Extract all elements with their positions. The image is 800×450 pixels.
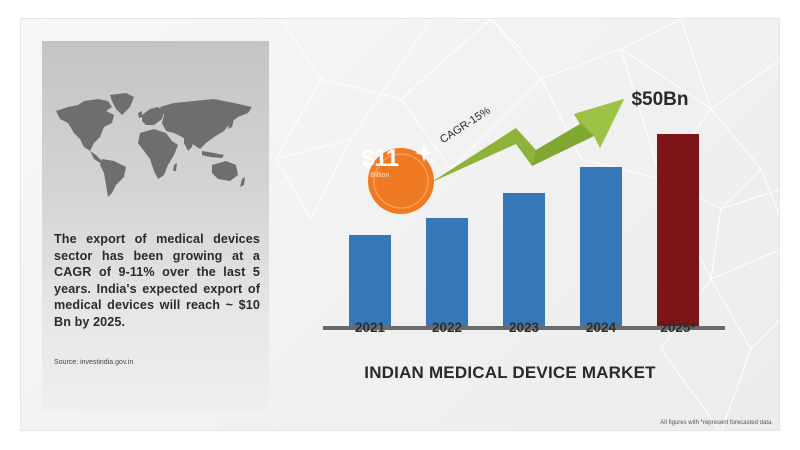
x-label-2023: 2023 (508, 320, 540, 335)
coin-unit: Billion (370, 172, 390, 179)
x-label-2022: 2022 (431, 320, 463, 335)
forecast-footnote: All figures with *represent forecasted d… (660, 420, 773, 426)
infographic-card: The export of medical devices sector has… (20, 18, 780, 431)
x-axis-baseline (323, 326, 725, 330)
x-label-2025: 2025* (660, 320, 696, 335)
coin-icon (368, 144, 435, 214)
source-citation: Source: investindia.gov.in (54, 359, 134, 366)
bar-2024 (580, 167, 622, 327)
bar-2025 (657, 134, 699, 327)
chart-title: INDIAN MEDICAL DEVICE MARKET (364, 363, 656, 382)
bar-2023 (503, 193, 545, 327)
bars (349, 134, 699, 327)
info-panel: The export of medical devices sector has… (42, 41, 269, 411)
coin-label: $11 Billion (352, 146, 408, 180)
bar-2021 (349, 235, 391, 327)
info-description: The export of medical devices sector has… (54, 232, 260, 329)
coin-value: $11 (361, 145, 399, 172)
growth-arrow-icon (430, 99, 624, 183)
x-label-2021: 2021 (354, 320, 386, 335)
world-map-icon (56, 93, 252, 197)
bar-2025-value-label: $50Bn (631, 89, 689, 110)
x-label-2024: 2024 (585, 320, 617, 335)
bar-2022 (426, 218, 468, 327)
